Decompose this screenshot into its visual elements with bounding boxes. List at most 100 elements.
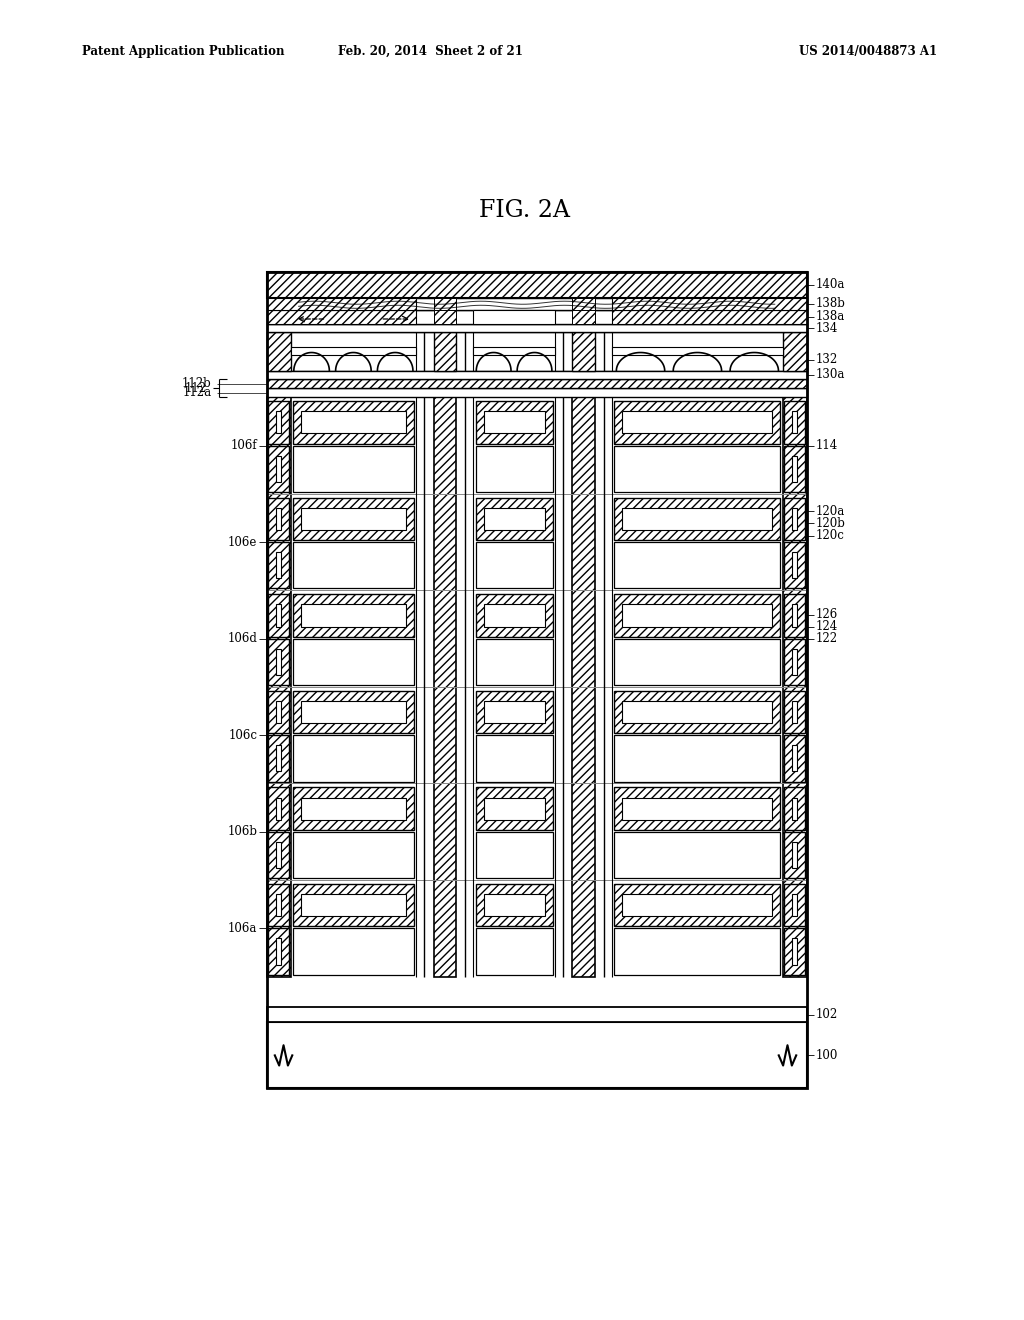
Bar [276,746,282,771]
Bar [276,797,282,820]
Bar [301,508,406,531]
Text: 112b: 112b [181,378,211,389]
Bar [475,787,553,830]
Bar [268,446,289,492]
Bar [614,498,780,540]
Text: 106b: 106b [227,825,257,838]
Bar [267,371,807,379]
Bar [623,605,772,627]
Text: 114: 114 [816,440,839,451]
Text: 134: 134 [816,322,839,335]
Text: 140a: 140a [816,279,846,292]
Bar [267,325,807,333]
Bar [793,746,797,771]
Bar [793,455,797,482]
Bar [276,649,282,675]
Bar [293,735,414,781]
Bar [268,884,289,927]
Bar [475,884,553,927]
Bar [301,894,406,916]
Bar [784,787,805,830]
Bar [268,401,289,444]
Bar [293,543,414,589]
Bar [475,832,553,878]
Bar [483,605,545,627]
Text: 106c: 106c [228,729,257,742]
Bar [475,690,553,734]
Bar [291,347,416,355]
Bar [784,639,805,685]
Bar [784,543,805,589]
Bar [793,552,797,578]
Bar [433,310,456,325]
Bar [268,787,289,830]
Bar [267,379,807,388]
Bar [276,455,282,482]
Bar [293,446,414,492]
Bar [276,412,282,433]
Bar [784,690,805,734]
Bar [475,446,553,492]
Text: 120b: 120b [816,517,846,529]
Bar [623,508,772,531]
Text: 120a: 120a [816,504,845,517]
Bar [433,297,456,310]
Bar [268,690,289,734]
Bar [614,928,780,974]
Bar [268,735,289,781]
Bar [268,832,289,878]
Bar [793,649,797,675]
Bar [483,894,545,916]
Bar [293,787,414,830]
Bar [293,401,414,444]
Text: 124: 124 [816,620,839,634]
Bar [267,297,807,310]
Bar [793,605,797,627]
Text: 112a: 112a [182,387,211,399]
Bar [614,690,780,734]
Bar [268,594,289,636]
Bar [267,388,807,397]
Text: 106e: 106e [228,536,257,549]
Bar [475,498,553,540]
Bar [475,639,553,685]
Bar [268,543,289,589]
Text: 130a: 130a [816,368,846,381]
Bar [276,552,282,578]
Bar [475,401,553,444]
Text: Patent Application Publication: Patent Application Publication [82,45,285,58]
Bar [473,310,555,325]
Bar [793,939,797,965]
Text: 126: 126 [816,609,839,620]
Bar [276,508,282,531]
Bar [276,894,282,916]
Bar [614,639,780,685]
Text: US 2014/0048873 A1: US 2014/0048873 A1 [799,45,937,58]
Text: 132: 132 [816,354,839,367]
Bar [293,690,414,734]
Text: 112: 112 [184,381,207,395]
Bar [784,498,805,540]
Text: FIG. 2A: FIG. 2A [479,199,570,222]
Bar [614,787,780,830]
Text: 102: 102 [816,1008,839,1022]
Text: 138a: 138a [816,310,845,323]
Bar [276,605,282,627]
Bar [614,543,780,589]
Bar [276,842,282,869]
Bar [782,333,807,371]
Bar [433,397,456,977]
Bar [301,701,406,723]
Bar [572,333,595,371]
Bar [267,1022,807,1089]
Bar [475,543,553,589]
Bar [784,928,805,974]
Bar [623,894,772,916]
Bar [267,272,807,297]
Bar [267,272,807,1089]
Text: 106d: 106d [227,632,257,645]
Bar [267,310,807,325]
Bar [793,508,797,531]
Bar [614,832,780,878]
Bar [483,797,545,820]
